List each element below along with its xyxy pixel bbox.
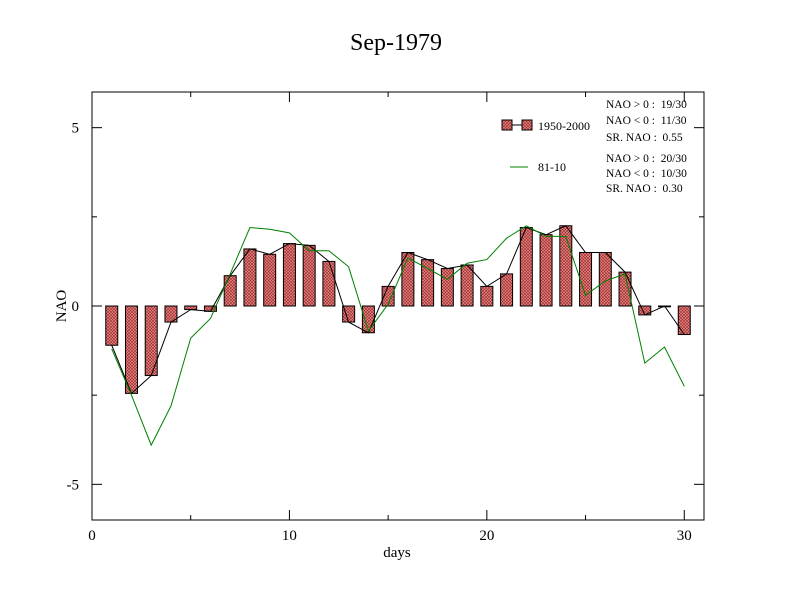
x-axis-label: days <box>383 545 411 561</box>
bar-day-30 <box>677 305 691 336</box>
bar-day-8 <box>243 248 257 307</box>
bar-day-9 <box>263 253 277 307</box>
bar-day-5 <box>184 305 198 311</box>
line-81-10 <box>111 225 685 447</box>
bar-day-1 <box>105 305 119 346</box>
bar-day-14 <box>361 305 375 334</box>
bar-day-2 <box>124 305 138 394</box>
legend-swatch-1950-2000-left <box>501 119 513 131</box>
legend-label-1950-2000: 1950-2000 <box>538 119 590 133</box>
y-tick-label-0: 0 <box>72 299 80 315</box>
y-axis-ticks: -5 0 5 <box>67 121 704 493</box>
bar-day-7 <box>223 275 237 307</box>
legend: 1950-2000 81-10 NAO > 0 : 19/30 NAO < 0 … <box>501 99 687 195</box>
x-tick-label-0: 0 <box>88 528 96 544</box>
x-tick-label-10: 10 <box>282 528 297 544</box>
line-1950-2000 <box>111 225 685 395</box>
y-tick-label--5: -5 <box>67 477 80 493</box>
bar-day-22 <box>519 227 533 307</box>
y-axis-label: NAO <box>54 290 70 323</box>
stat-1950-2000-pos: NAO > 0 : 19/30 <box>606 99 687 111</box>
stat-81-10-pos: NAO > 0 : 20/30 <box>606 153 687 165</box>
stat-81-10-neg: NAO < 0 : 10/30 <box>606 168 687 180</box>
bar-day-11 <box>302 244 316 307</box>
bar-day-23 <box>539 234 553 307</box>
legend-label-81-10: 81-10 <box>538 160 566 174</box>
bar-day-27 <box>618 271 632 307</box>
series-lines <box>111 225 685 447</box>
stat-1950-2000-neg: NAO < 0 : 11/30 <box>606 115 687 127</box>
x-tick-label-20: 20 <box>479 528 494 544</box>
bar-day-21 <box>500 273 514 307</box>
bar-day-12 <box>322 260 336 307</box>
x-axis-ticks: 0 10 20 30 <box>88 92 692 544</box>
stat-1950-2000-sr: SR. NAO : 0.55 <box>606 132 683 144</box>
bar-day-25 <box>579 252 593 307</box>
y-tick-label-5: 5 <box>72 121 80 137</box>
bar-day-18 <box>440 268 454 307</box>
bar-day-19 <box>460 264 474 307</box>
bar-day-28 <box>638 305 652 316</box>
chart-title: Sep-1979 <box>350 30 442 56</box>
legend-swatch-1950-2000-right <box>521 119 533 131</box>
stat-81-10-sr: SR. NAO : 0.30 <box>606 183 683 195</box>
bar-day-20 <box>480 285 494 307</box>
bar-day-10 <box>282 243 296 307</box>
x-tick-label-30: 30 <box>677 528 692 544</box>
